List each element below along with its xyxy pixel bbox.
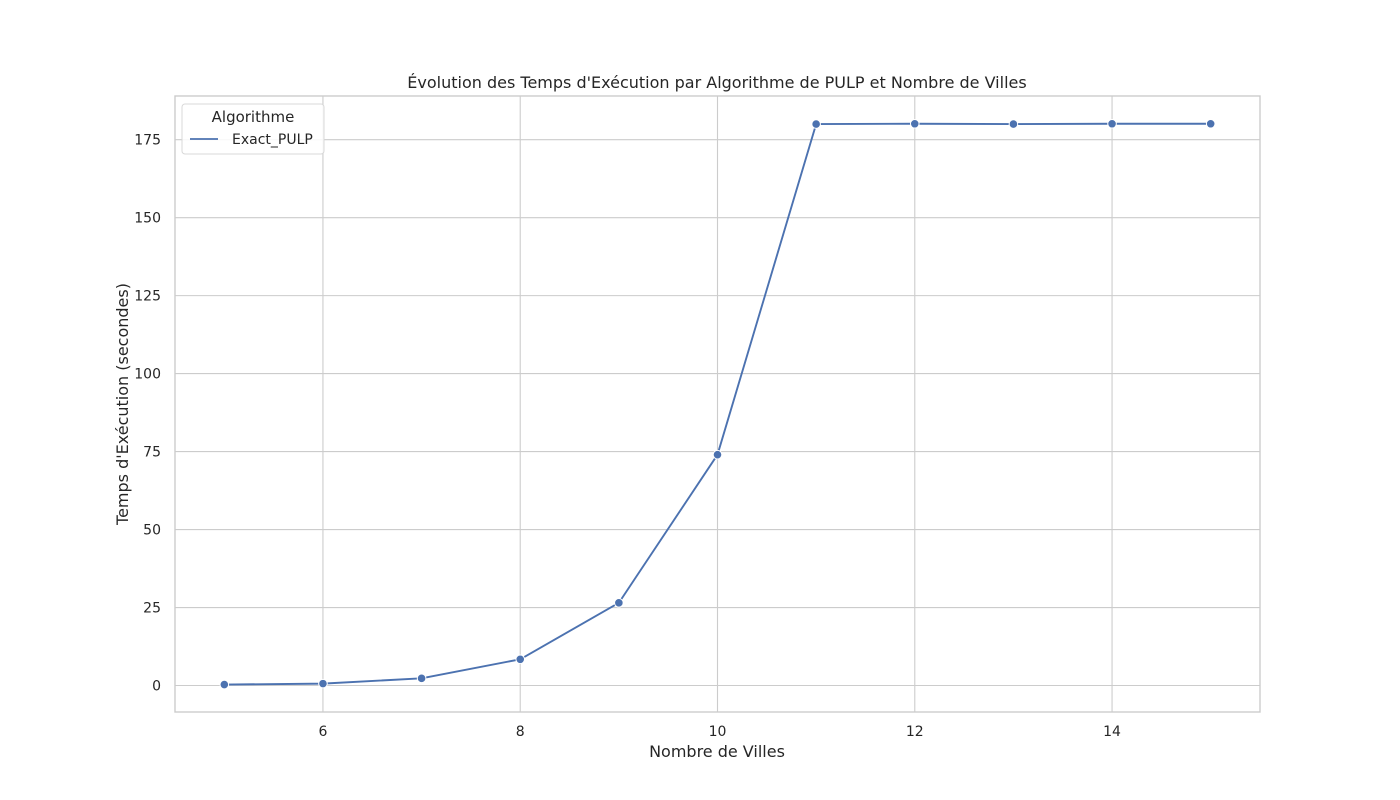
y-axis-label: Temps d'Exécution (secondes) bbox=[113, 283, 132, 526]
legend-box bbox=[181, 103, 325, 155]
data-point-exact-pulp-15 bbox=[1205, 118, 1216, 129]
y-tick-label-0: 0 bbox=[152, 678, 161, 694]
x-tick-label-14: 14 bbox=[1103, 724, 1121, 740]
data-point-exact-pulp-14 bbox=[1107, 118, 1117, 129]
data-point-exact-pulp-13 bbox=[1008, 119, 1019, 129]
series-layer bbox=[219, 118, 1216, 690]
chart-title: Évolution des Temps d'Exécution par Algo… bbox=[407, 73, 1026, 92]
gridlines bbox=[175, 96, 1260, 712]
x-tick-label-6: 6 bbox=[318, 724, 327, 740]
data-point-exact-pulp-7 bbox=[416, 673, 427, 684]
legend-label-exact-pulp: Exact_PULP bbox=[232, 132, 313, 148]
data-point-exact-pulp-11 bbox=[811, 119, 821, 129]
y-tick-label-50: 50 bbox=[143, 523, 161, 539]
data-point-exact-pulp-10 bbox=[712, 449, 723, 460]
y-tick-label-25: 25 bbox=[143, 601, 161, 617]
y-axis-ticks: 0 25 50 75 100 125 150 175 bbox=[134, 133, 161, 695]
x-axis-label: Nombre de Villes bbox=[649, 742, 785, 761]
x-axis-ticks: 6 8 10 12 14 bbox=[318, 724, 1121, 740]
x-tick-label-12: 12 bbox=[906, 724, 924, 740]
y-tick-label-75: 75 bbox=[143, 445, 161, 461]
data-point-exact-pulp-8 bbox=[515, 654, 526, 665]
data-point-exact-pulp-6 bbox=[318, 678, 328, 689]
x-tick-label-10: 10 bbox=[709, 724, 727, 740]
legend: Algorithme Exact_PULP bbox=[181, 103, 325, 155]
data-point-exact-pulp-12 bbox=[909, 118, 920, 129]
data-point-exact-pulp-5 bbox=[219, 679, 230, 690]
plot-frame bbox=[174, 95, 1261, 713]
y-tick-label-100: 100 bbox=[134, 367, 161, 383]
y-tick-label-175: 175 bbox=[134, 133, 161, 149]
x-tick-label-8: 8 bbox=[516, 724, 525, 740]
legend-title: Algorithme bbox=[212, 108, 295, 126]
data-point-exact-pulp-9 bbox=[614, 598, 624, 608]
y-tick-label-150: 150 bbox=[134, 211, 161, 227]
y-tick-label-125: 125 bbox=[134, 289, 161, 305]
